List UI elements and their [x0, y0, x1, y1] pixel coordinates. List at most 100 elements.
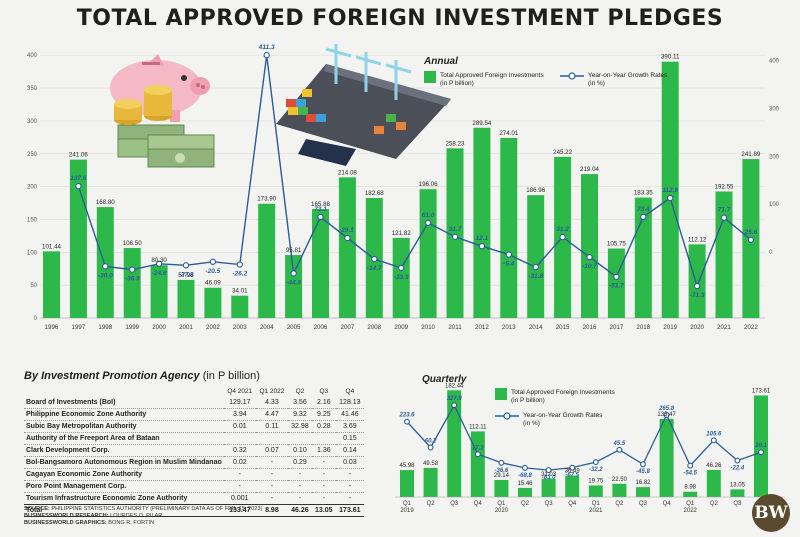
agency-name: Bol-Bangsamoro Autonomous Region in Musl… — [24, 456, 224, 469]
left-tick-label: 350 — [27, 86, 38, 92]
annual-growth-point — [532, 264, 539, 271]
annual-growth-label: 25.6 — [744, 229, 758, 236]
annual-growth-point — [559, 233, 566, 241]
table-cell — [311, 432, 336, 445]
annual-growth-label: -33.3 — [394, 274, 409, 281]
quarterly-growth-label: 105.6 — [706, 431, 722, 437]
quarterly-growth-label: 45.5 — [613, 441, 626, 447]
annual-legend: Annual Total Approved Foreign Investment… — [423, 56, 668, 87]
quarterly-growth-point — [404, 418, 410, 425]
annual-growth-point — [747, 236, 755, 243]
left-tick-label: 300 — [27, 119, 38, 125]
table-cell — [223, 432, 256, 445]
annual-growth-point — [290, 270, 297, 277]
annual-bar — [43, 251, 60, 318]
annual-bar-label: 112.12 — [688, 236, 707, 243]
annual-growth-point — [317, 213, 324, 221]
left-tick-label: 400 — [27, 53, 38, 59]
annual-category-label: 2010 — [421, 324, 435, 331]
table-row: Philippine Economic Zone Authority 3.94 4.… — [24, 408, 364, 421]
agency-table-panel: By Investment Promotion Agency (in P bil… — [24, 370, 364, 517]
annual-growth-label: -71.3 — [690, 292, 705, 299]
annual-bar-label: 106.50 — [123, 240, 142, 247]
quarterly-bar-label: 16.82 — [635, 480, 651, 486]
quarterly-growth-label: -83.0 — [542, 475, 556, 481]
annual-bar — [285, 255, 303, 318]
annual-bar-label: 182.68 — [365, 190, 384, 197]
annual-growth-label: 31.7 — [449, 226, 462, 233]
cargo-port-icon — [276, 44, 451, 166]
quarterly-bar-label: 49.58 — [423, 461, 439, 467]
quarterly-category-label: Q4 — [663, 501, 672, 507]
table-row: Board of Investments (BoI) 129.17 4.33 3.56… — [24, 397, 364, 409]
annual-category-label: 2004 — [260, 324, 274, 331]
quarterly-year-label: 2021 — [589, 508, 603, 514]
research-label: BUSINESSWORLD RESEARCH: — [24, 513, 109, 519]
quarterly-bar — [423, 467, 438, 497]
agency-name: Clark Development Corp. — [24, 444, 224, 457]
source-text: PHILIPPINE STATISTICS AUTHORITY (PRELIMI… — [51, 506, 263, 512]
annual-category-label: 2022 — [744, 324, 758, 331]
annual-growth-line — [77, 55, 752, 289]
agency-name: Tourism Infrastructure Economic Zone Aut… — [24, 492, 224, 505]
annual-bar — [123, 248, 141, 318]
quarterly-bar — [588, 485, 603, 497]
annual-growth-point — [693, 282, 701, 290]
credits: SOURCE: PHILIPPINE STATISTICS AUTHORITY … — [24, 506, 354, 527]
table-header: Q3 — [319, 388, 329, 395]
quarterly-growth-point — [663, 412, 670, 418]
agency-title-text: By Investment Promotion Agency — [24, 370, 200, 382]
annual-growth-label: -27.8 — [179, 271, 194, 278]
annual-category-label: 2020 — [690, 324, 704, 331]
table-cell: 2.16 — [311, 397, 336, 409]
annual-bar-label: 168.80 — [96, 199, 115, 206]
quarterly-bar — [494, 479, 509, 497]
table-cell: 0.03 — [335, 456, 364, 469]
quarterly-bar — [659, 418, 674, 497]
quarterly-category-label: Q4 — [474, 501, 483, 507]
annual-bar-label: 186.96 — [526, 187, 545, 194]
annual-category-label: 2009 — [394, 324, 408, 331]
annual-bar-label: 183.35 — [634, 190, 653, 197]
quarterly-chart: 45.98 Q1 49.58 Q2 182.44 Q3 112.11 Q4 29.14 Q1 15.… — [395, 374, 785, 514]
table-cell: - — [311, 456, 336, 469]
annual-growth-point — [505, 251, 512, 258]
quarterly-bar-label: 22.50 — [612, 477, 628, 483]
annual-category-label: 1999 — [125, 324, 139, 331]
annual-growth-label: 73.4 — [637, 206, 650, 213]
annual-growth-label: 112.8 — [662, 187, 678, 194]
annual-growth-point — [129, 266, 136, 273]
annual-growth-point — [398, 264, 405, 272]
annual-growth-label: -36.9 — [125, 276, 140, 283]
table-cell: 128.13 — [335, 397, 364, 409]
quarterly-category-label: Q1 — [592, 501, 601, 507]
q-legend-bar-label: Total Approved Foreign Investments — [511, 389, 615, 396]
annual-bar-label: 289.54 — [472, 120, 491, 127]
agency-table-title: By Investment Promotion Agency (in P bil… — [24, 370, 364, 382]
quarterly-bar — [518, 487, 532, 497]
table-cell: 46.26 — [287, 504, 312, 517]
quarterly-bar-label: 133.47 — [657, 412, 676, 418]
table-cell: 0.15 — [335, 432, 364, 445]
annual-growth-label: 137.6 — [70, 175, 87, 182]
table-cell — [255, 432, 288, 445]
quarterly-category-label: Q2 — [710, 501, 719, 507]
right-tick-label: 200 — [769, 154, 780, 160]
annual-category-label: 2018 — [636, 324, 650, 331]
left-tick-label: 0 — [34, 316, 38, 322]
annual-growth-point — [424, 219, 432, 226]
legend-line-marker — [568, 72, 576, 80]
quarterly-bar — [730, 489, 745, 497]
quarterly-bar-label: 15.46 — [517, 481, 533, 487]
q-legend-bar-unit: (in P billion) — [511, 397, 545, 404]
table-cell: 9.32 — [287, 408, 312, 421]
annual-bar — [150, 265, 168, 318]
annual-bar — [661, 61, 679, 319]
left-tick-label: 250 — [27, 152, 38, 158]
annual-bar-label: 196.06 — [419, 181, 438, 188]
table-cell: 41.46 — [335, 408, 364, 421]
annual-bar-label: 46.09 — [205, 280, 221, 287]
annual-category-label: 2017 — [610, 324, 624, 331]
annual-category-label: 2021 — [717, 324, 731, 331]
annual-bar-label: 121.82 — [392, 230, 411, 237]
